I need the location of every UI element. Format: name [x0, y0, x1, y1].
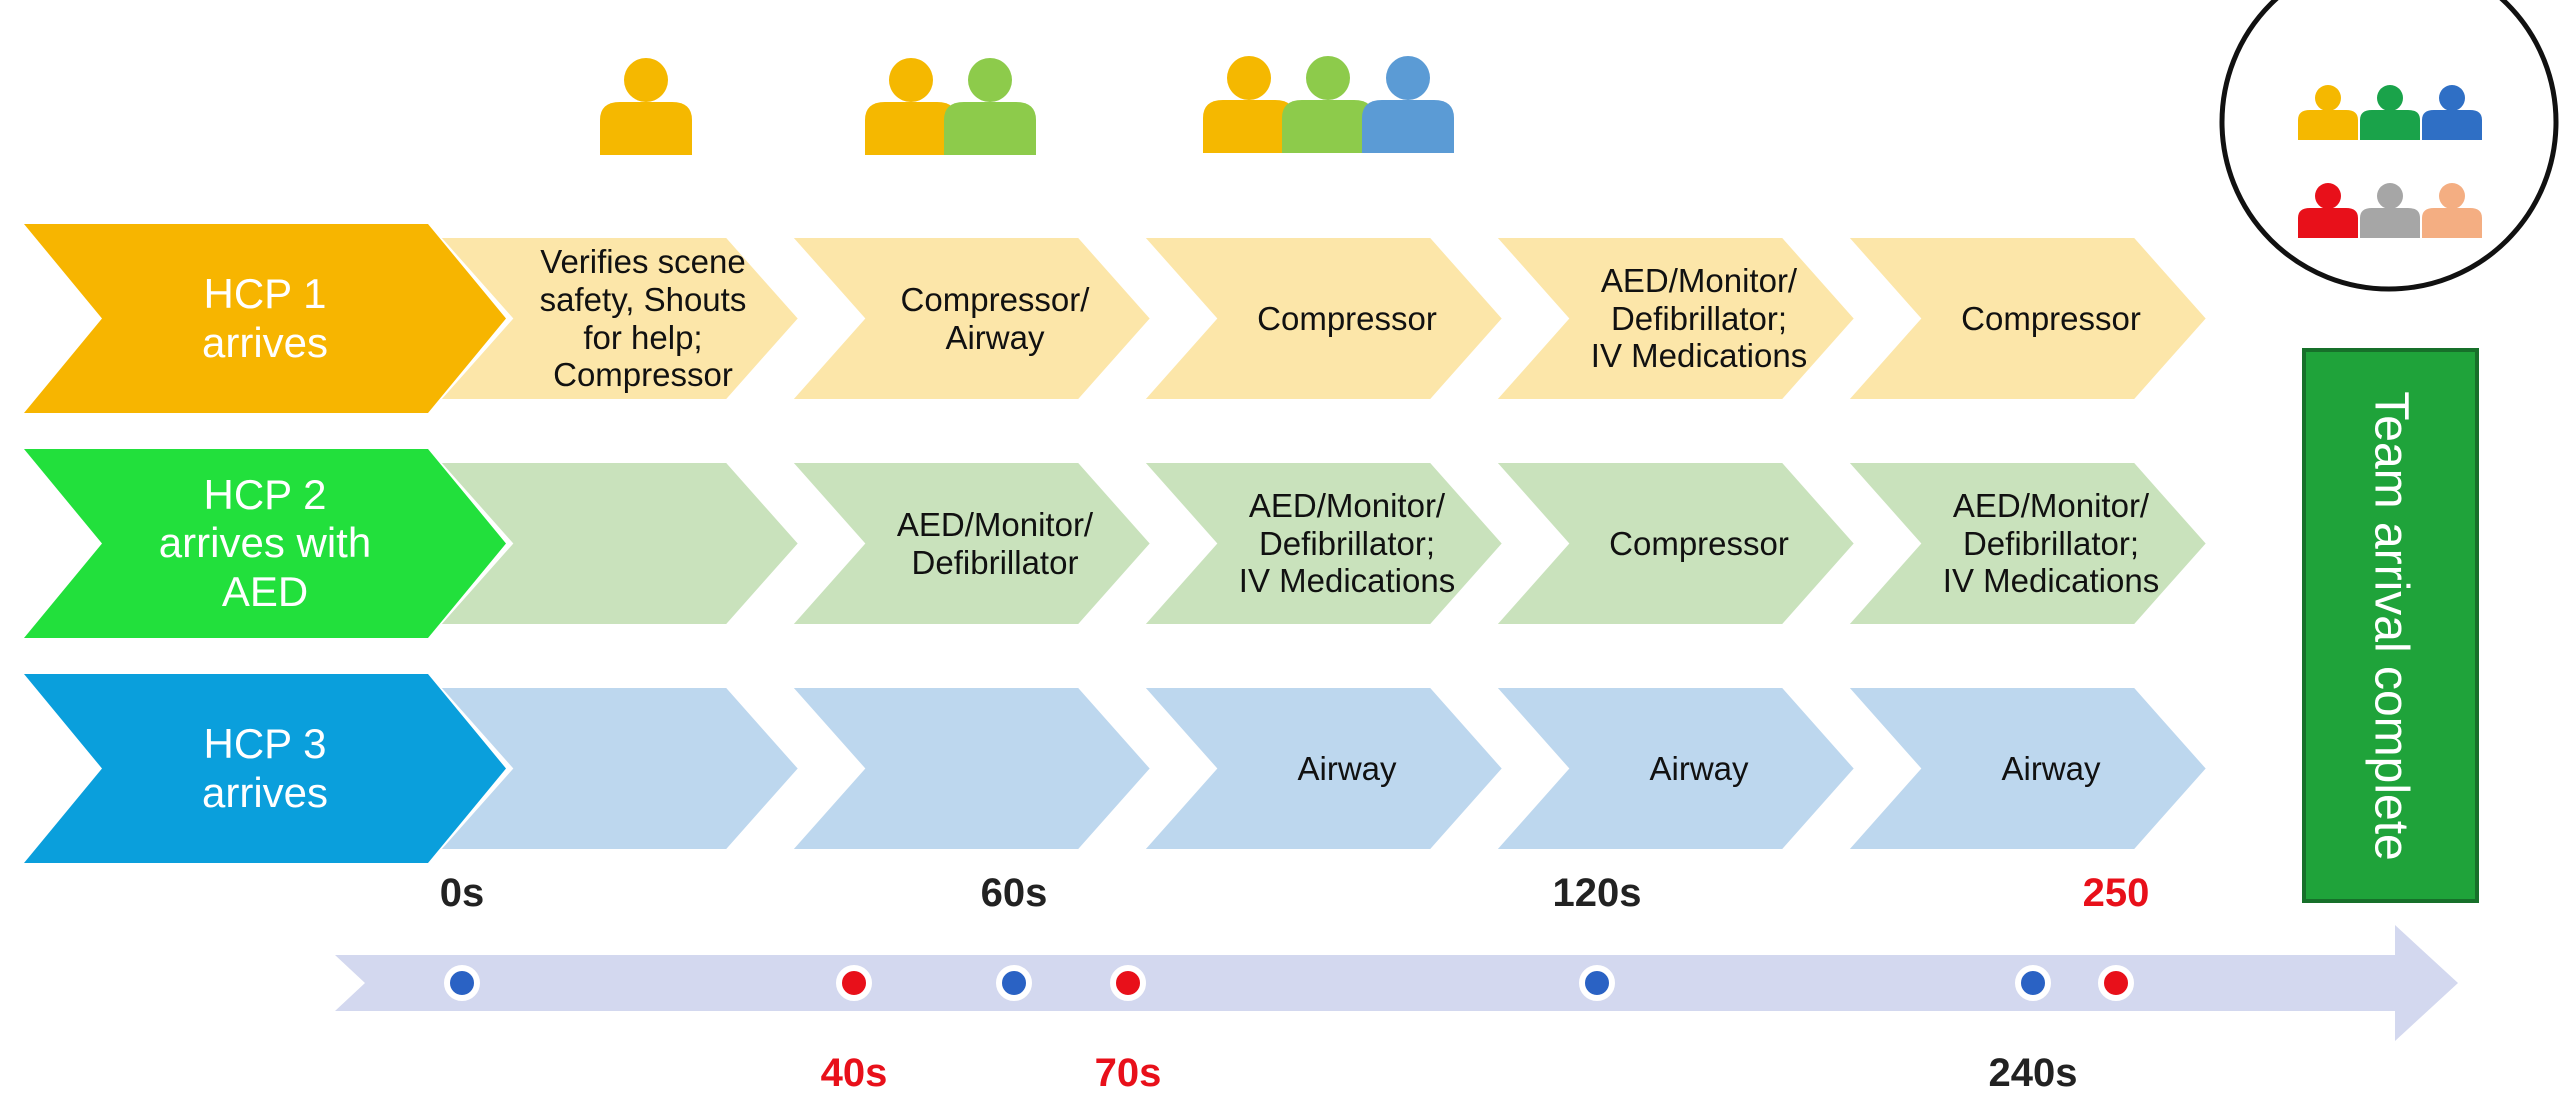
time-label: 70s [1094, 1051, 1162, 1095]
step-arrow [1832, 680, 2217, 857]
team-box: Team arrival complete [2302, 348, 2479, 903]
step-text: Airway [2001, 749, 2101, 787]
step-arrow [1480, 230, 1865, 407]
step-arrow [1832, 455, 2217, 632]
row-label: HCP 1 arrives [201, 270, 329, 366]
timeline-dot [1110, 965, 1146, 1001]
team-label: Team arrival complete [2364, 390, 2417, 861]
time-label: 40s [820, 1051, 888, 1095]
step-arrow [776, 455, 1161, 632]
time-label: 250 [2082, 871, 2150, 915]
timeline-dot [2015, 965, 2051, 1001]
timeline-arrow [335, 925, 2458, 1041]
timeline-dot [2098, 965, 2134, 1001]
step-text: AED/Monitor/ Defibrillator [896, 505, 1094, 581]
step-arrow [776, 680, 1161, 857]
row-label-arrow [24, 449, 506, 638]
row-label-arrow [24, 674, 506, 863]
time-label: 120s [1552, 871, 1642, 915]
timeline-dot [836, 965, 872, 1001]
time-label: 0s [439, 871, 485, 915]
timeline-dot [444, 965, 480, 1001]
step-text: AED/Monitor/ Defibrillator; IV Medicatio… [1942, 486, 2160, 600]
step-text: AED/Monitor/ Defibrillator; IV Medicatio… [1590, 261, 1808, 375]
step-arrow [1832, 230, 2217, 407]
row-label: HCP 3 arrives [201, 720, 329, 816]
row-label-arrow [24, 224, 506, 413]
step-arrow [424, 680, 809, 857]
time-label: 240s [1988, 1051, 2078, 1095]
step-text: Airway [1297, 749, 1397, 787]
step-arrow [1480, 455, 1865, 632]
step-text: AED/Monitor/ Defibrillator; IV Medicatio… [1238, 486, 1456, 600]
step-text: Airway [1649, 749, 1749, 787]
step-arrow [776, 230, 1161, 407]
row-label: HCP 2 arrives with AED [158, 471, 372, 615]
step-arrow [1128, 230, 1513, 407]
step-arrow [424, 455, 809, 632]
team-circle [2219, 0, 2559, 292]
time-label: 60s [980, 871, 1048, 915]
people-icons [600, 56, 1454, 155]
step-text: Compressor [1257, 299, 1437, 337]
timeline-dot [996, 965, 1032, 1001]
step-arrow [1480, 680, 1865, 857]
step-arrow [1128, 455, 1513, 632]
step-text: Verifies scene safety, Shouts for help; … [539, 242, 747, 394]
step-text: Compressor [1609, 524, 1789, 562]
step-text: Compressor [1961, 299, 2141, 337]
step-arrow [1128, 680, 1513, 857]
step-text: Compressor/ Airway [900, 280, 1090, 356]
timeline-dot [1579, 965, 1615, 1001]
step-arrow [424, 230, 809, 407]
